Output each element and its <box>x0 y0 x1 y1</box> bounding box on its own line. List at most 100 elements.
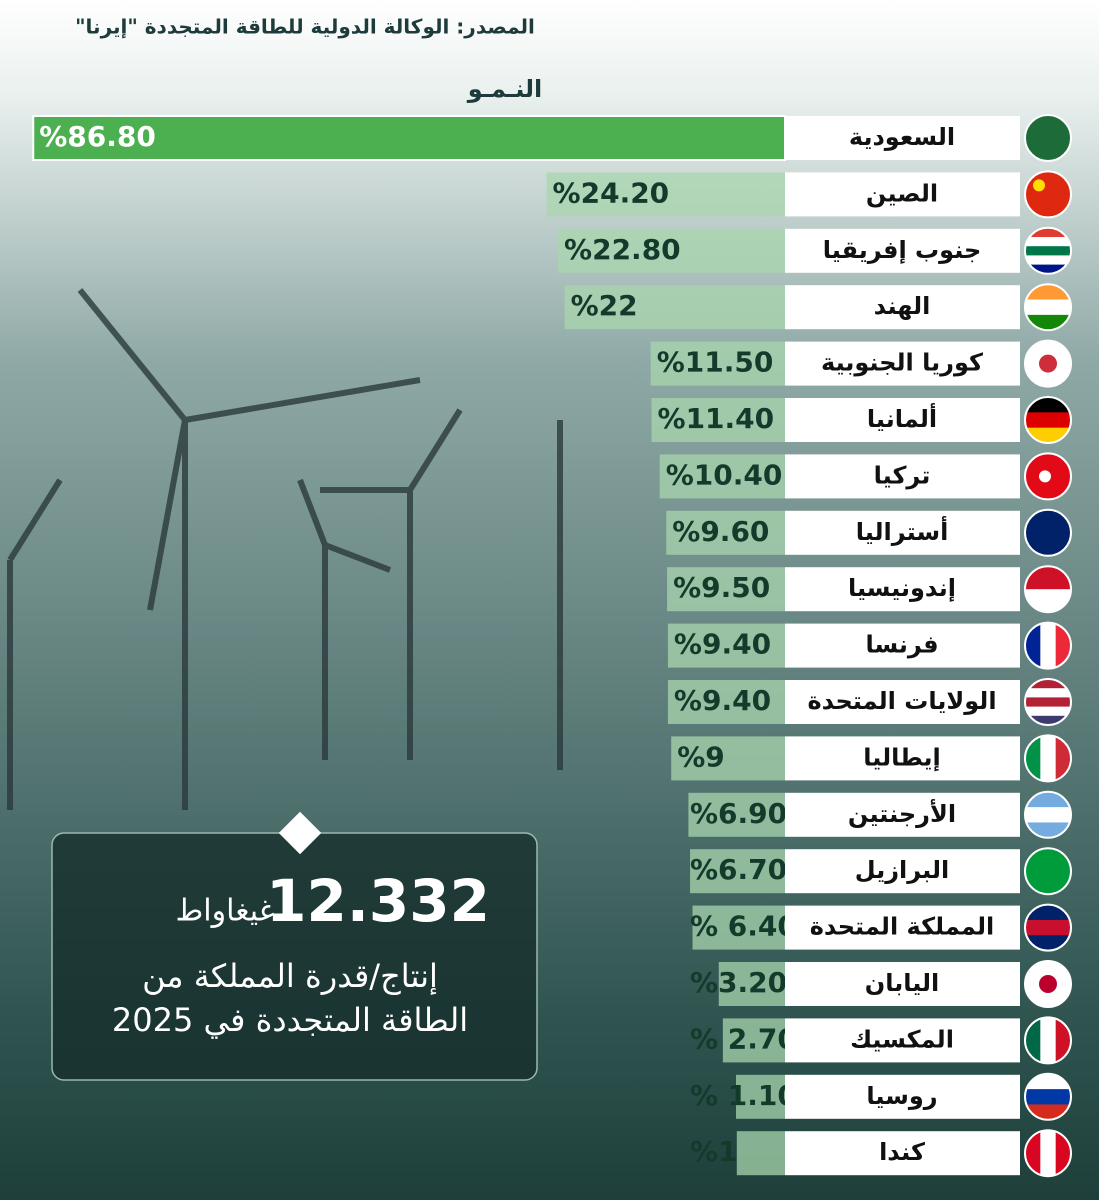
value-label: %11.50 <box>657 346 774 379</box>
flag-stripe <box>1025 227 1071 238</box>
value-label: %3.20 <box>690 966 787 999</box>
flag-ring <box>1024 847 1072 896</box>
flag-ring <box>1024 396 1072 444</box>
category-label: الولايات المتحدة <box>807 687 996 715</box>
flag-ring <box>1024 565 1072 614</box>
category-label: أستراليا <box>856 516 949 546</box>
value-label: % 2.70 <box>690 1022 797 1055</box>
value-label: %1 <box>690 1135 738 1168</box>
label-box <box>785 792 1020 837</box>
flag-ring <box>1024 734 1072 783</box>
flag <box>1025 227 1071 274</box>
callout: 12.332 غيغاواط إنتاج/قدرة المملكة من الط… <box>51 811 538 1081</box>
flag-stripe <box>1025 919 1071 936</box>
flag-ring <box>1024 621 1072 670</box>
label-box <box>785 341 1020 386</box>
flag-ring <box>1024 114 1072 162</box>
category-label: البرازيل <box>855 856 949 884</box>
value-label: %9 <box>677 740 725 773</box>
label-box <box>785 116 1020 160</box>
value-label: % 1.10 <box>690 1079 797 1112</box>
bar <box>688 792 785 837</box>
flag-stripe <box>1025 566 1071 590</box>
flag-stripe <box>1025 589 1071 613</box>
category-label: المملكة المتحدة <box>810 913 995 941</box>
label-box <box>785 285 1020 330</box>
flag-ring <box>1024 1016 1072 1065</box>
category-label: الهند <box>874 292 931 320</box>
category-label: روسيا <box>866 1082 937 1110</box>
value-label: %6.90 <box>690 797 787 830</box>
flag-stripe <box>1040 1130 1057 1177</box>
category-label: تركيا <box>874 461 931 489</box>
label-box <box>785 680 1020 724</box>
callout-unit: غيغاواط <box>176 894 275 929</box>
bar <box>736 1131 785 1176</box>
bar <box>32 115 787 161</box>
value-label: %22.80 <box>564 233 681 266</box>
flag-ring <box>1024 678 1072 726</box>
flag-emblem <box>1039 975 1057 993</box>
value-label: %6.70 <box>690 853 787 886</box>
flag-emblem <box>1033 179 1045 192</box>
label-box <box>785 172 1020 217</box>
label-box <box>785 905 1020 950</box>
flag-ring <box>1024 1072 1072 1121</box>
bar <box>650 341 785 386</box>
flag-stripe <box>1025 848 1071 895</box>
label-box <box>785 398 1020 442</box>
category-label: السعودية <box>849 123 955 151</box>
callout-line: إنتاج/قدرة المملكة من <box>142 957 438 995</box>
callout-value: 12.332 <box>266 867 490 935</box>
source: المصدر: الوكالة الدولية للطاقة المتجددة … <box>75 15 535 39</box>
flag <box>1025 171 1071 218</box>
flag-stripe <box>1025 1089 1071 1105</box>
flag-ring <box>1024 170 1072 219</box>
flag-stripe <box>1025 706 1071 717</box>
bar <box>671 736 785 781</box>
category-label: جنوب إفريقيا <box>823 236 982 264</box>
value-label: %24.20 <box>553 176 670 209</box>
flag-stripe <box>1025 688 1071 698</box>
value-label: %9.40 <box>674 684 771 717</box>
flag-emblem <box>1039 470 1051 483</box>
flag <box>1025 453 1071 500</box>
value-label: %86.80 <box>39 120 156 153</box>
category-label: كوريا الجنوبية <box>821 349 983 377</box>
flag-ring <box>1024 226 1072 275</box>
label-box <box>785 510 1020 555</box>
turbines <box>7 288 563 810</box>
category-label: الصين <box>866 179 938 207</box>
label-box <box>785 228 1020 273</box>
value-label: %9.40 <box>674 628 771 661</box>
flag-stripe <box>1040 1017 1057 1064</box>
category-label: الأرجنتين <box>848 799 956 828</box>
label-box <box>785 1018 1020 1063</box>
flag <box>1025 961 1071 1007</box>
flag-stripe <box>1025 412 1071 429</box>
category-label: إيطاليا <box>863 743 940 771</box>
flag <box>1025 566 1071 613</box>
bar <box>546 172 785 217</box>
flag-stripe <box>1040 735 1057 782</box>
bar <box>659 454 785 499</box>
label-box <box>785 1131 1020 1176</box>
category-label: فرنسا <box>865 631 938 659</box>
flag-ring <box>1024 452 1072 501</box>
chart-title: النـمـو <box>467 75 543 103</box>
flag-stripe <box>1025 299 1071 316</box>
flag <box>1025 115 1071 161</box>
flag-stripe <box>1040 622 1057 669</box>
flag-stripe <box>1025 509 1071 556</box>
value-label: %10.40 <box>666 458 783 491</box>
label-box <box>785 1074 1020 1119</box>
flag-ring <box>1024 283 1072 332</box>
bar <box>667 623 785 668</box>
bar <box>651 398 785 442</box>
flag-stripe <box>1025 115 1071 161</box>
flag <box>1025 848 1071 895</box>
flag-stripe <box>1025 237 1071 247</box>
bar <box>667 680 785 724</box>
value-label: %22 <box>571 289 638 322</box>
bar <box>735 1074 785 1119</box>
